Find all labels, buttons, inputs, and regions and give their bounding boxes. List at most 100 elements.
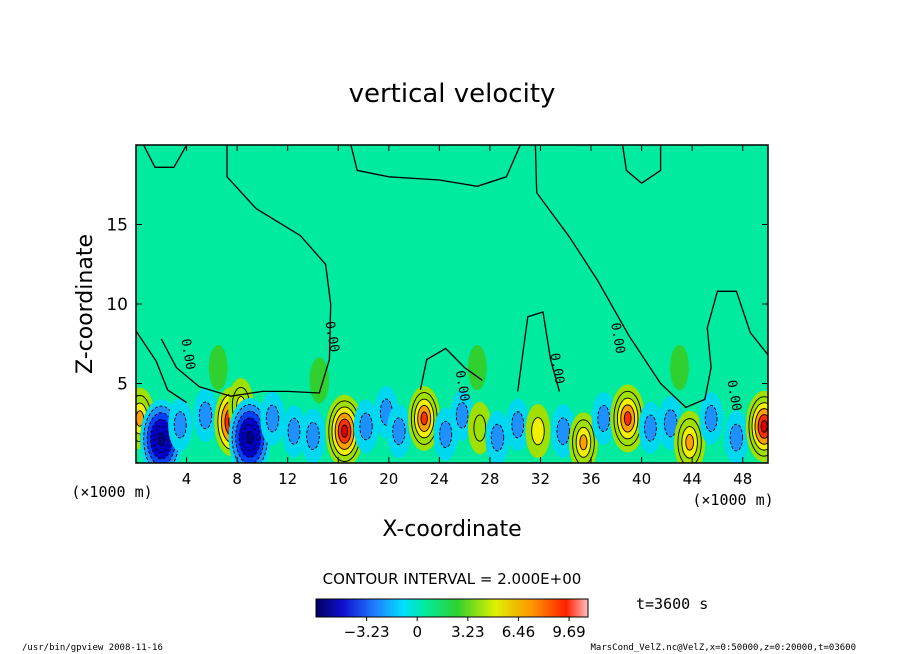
velocity-cell-level bbox=[439, 420, 453, 449]
x-tick-label: 24 bbox=[430, 470, 449, 488]
velocity-cell bbox=[300, 408, 326, 463]
velocity-cell bbox=[450, 389, 474, 441]
colorbar-tick-label: 9.69 bbox=[552, 623, 585, 641]
zero-contour-line bbox=[136, 330, 187, 404]
velocity-cell bbox=[674, 410, 706, 463]
velocity-cell bbox=[309, 357, 329, 404]
contour-label: 0.00 bbox=[177, 338, 197, 371]
velocity-cell bbox=[353, 399, 379, 454]
velocity-cell bbox=[325, 394, 364, 463]
footer-data-source: MarsCond_VelZ.nc@VelZ,x=0:50000,z=0:2000… bbox=[590, 643, 856, 653]
colorbar-tick-label: 6.46 bbox=[502, 623, 535, 641]
velocity-cell-level bbox=[245, 430, 254, 445]
velocity-cell-level bbox=[341, 424, 349, 438]
velocity-cell bbox=[168, 398, 193, 452]
contour-interval-text: CONTOUR INTERVAL = 2.000E+00 bbox=[323, 570, 582, 588]
velocity-cell bbox=[208, 345, 228, 391]
y-tick-label: 10 bbox=[106, 295, 128, 315]
contour-label: 0.00 bbox=[546, 352, 566, 385]
velocity-cell bbox=[745, 390, 768, 463]
colorbar-gradient bbox=[315, 598, 589, 618]
zero-contour-line bbox=[143, 145, 188, 168]
velocity-cell-level bbox=[173, 411, 187, 439]
velocity-cell bbox=[505, 398, 530, 452]
y-unit-note: (×1000 m) bbox=[71, 483, 152, 501]
velocity-cell-level bbox=[467, 345, 487, 391]
y-tick-label: 15 bbox=[106, 216, 128, 236]
colorbar-tick-label: 3.23 bbox=[451, 623, 484, 641]
zero-contour-line bbox=[160, 145, 332, 397]
velocity-cell bbox=[228, 397, 271, 463]
velocity-cell-level bbox=[531, 417, 545, 446]
zero-contours bbox=[136, 145, 768, 409]
velocity-cell-level bbox=[670, 345, 689, 391]
x-tick-label: 48 bbox=[733, 470, 752, 488]
velocity-cell-level bbox=[685, 433, 694, 451]
velocity-cells bbox=[136, 345, 768, 463]
velocity-cell-level bbox=[556, 417, 570, 446]
velocity-cell-level bbox=[704, 404, 718, 433]
velocity-cell bbox=[591, 392, 616, 445]
velocity-cell bbox=[260, 391, 285, 446]
y-tick-label: 5 bbox=[117, 375, 128, 395]
velocity-cell-level bbox=[306, 421, 320, 451]
velocity-cell bbox=[467, 345, 487, 391]
velocity-cell bbox=[193, 388, 218, 443]
velocity-cell-level bbox=[455, 402, 469, 429]
zero-contour-line bbox=[419, 347, 483, 391]
velocity-cell-level bbox=[623, 411, 632, 426]
velocity-cell-level bbox=[359, 412, 373, 441]
velocity-cell-level bbox=[729, 423, 744, 452]
chart-title: vertical velocity bbox=[349, 79, 556, 109]
contour-label: 0.00 bbox=[723, 379, 743, 412]
x-unit-note: (×1000 m) bbox=[692, 491, 773, 509]
velocity-cell bbox=[568, 412, 598, 463]
y-axis-label: Z-coordinate bbox=[73, 234, 98, 374]
velocity-cell-level bbox=[309, 357, 329, 404]
x-tick-label: 44 bbox=[683, 470, 702, 488]
x-tick-label: 36 bbox=[581, 470, 600, 488]
velocity-cell-level bbox=[208, 345, 228, 391]
contour-label: 0.00 bbox=[607, 322, 627, 355]
velocity-cell-level bbox=[287, 417, 301, 445]
velocity-cell-level bbox=[198, 401, 213, 430]
x-tick-label: 40 bbox=[632, 470, 651, 488]
x-axis-ticks: 4 8 12 16 20 24 28 32 36 40 44 48 bbox=[182, 145, 752, 488]
x-tick-label: 20 bbox=[379, 470, 398, 488]
velocity-cell-level bbox=[392, 417, 406, 446]
footer-program-date: /usr/bin/gpview 2008-11-16 bbox=[22, 643, 163, 653]
velocity-cell bbox=[282, 405, 306, 458]
velocity-cell-level bbox=[511, 411, 525, 439]
x-tick-label: 16 bbox=[329, 470, 348, 488]
velocity-cell bbox=[670, 345, 689, 391]
colorbar: −3.23 0 3.23 6.46 9.69 bbox=[315, 598, 589, 641]
colorbar-ticks: −3.23 0 3.23 6.46 9.69 bbox=[344, 617, 586, 641]
x-tick-label: 12 bbox=[278, 470, 297, 488]
velocity-cell-level bbox=[644, 414, 657, 442]
contour-label: 0.00 bbox=[321, 320, 341, 353]
time-label: t=3600 s bbox=[636, 595, 708, 613]
colorbar-tick-label: −3.23 bbox=[344, 623, 390, 641]
velocity-cell-level bbox=[760, 420, 768, 433]
contour-label: 0.00 bbox=[452, 369, 472, 402]
velocity-cell bbox=[525, 404, 551, 459]
velocity-cell bbox=[386, 404, 412, 459]
velocity-cell-level bbox=[490, 423, 505, 452]
zero-contour-line bbox=[350, 145, 521, 187]
velocity-cell-level bbox=[157, 432, 166, 447]
contour-labels: 0.00 0.00 0.00 0.00 0.00 0.00 bbox=[177, 320, 743, 412]
velocity-cell bbox=[724, 410, 749, 463]
velocity-cell bbox=[638, 402, 663, 455]
velocity-cell bbox=[485, 410, 510, 463]
zero-contour-line bbox=[534, 145, 768, 409]
velocity-cell-level bbox=[663, 409, 678, 438]
y-axis-ticks: 5 10 15 bbox=[106, 216, 768, 395]
velocity-cell-level bbox=[597, 404, 611, 433]
zero-contour-line bbox=[621, 145, 662, 185]
colorbar-tick-label: 0 bbox=[412, 623, 422, 641]
velocity-cell-level bbox=[579, 434, 588, 451]
velocity-cell bbox=[610, 384, 645, 453]
x-tick-label: 28 bbox=[480, 470, 499, 488]
x-tick-label: 8 bbox=[232, 470, 242, 488]
